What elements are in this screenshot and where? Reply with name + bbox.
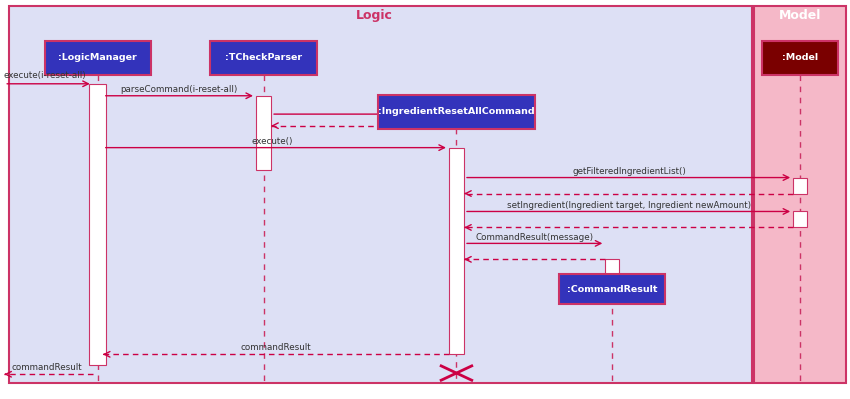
- Bar: [762, 41, 838, 75]
- Text: execute(): execute(): [252, 137, 292, 146]
- Bar: [449, 148, 464, 354]
- Text: :TCheckParser: :TCheckParser: [225, 53, 302, 62]
- Text: commandResult: commandResult: [241, 344, 312, 352]
- Bar: [754, 6, 846, 383]
- Bar: [793, 211, 807, 227]
- Bar: [45, 41, 151, 75]
- Text: Model: Model: [779, 10, 821, 22]
- Text: getFilteredIngredientList(): getFilteredIngredientList(): [572, 167, 686, 176]
- Text: :Model: :Model: [782, 53, 818, 62]
- Text: setIngredient(Ingredient target, Ingredient newAmount): setIngredient(Ingredient target, Ingredi…: [507, 201, 751, 209]
- Bar: [256, 96, 271, 170]
- Bar: [793, 178, 807, 194]
- Bar: [449, 95, 464, 126]
- Bar: [89, 84, 106, 365]
- Text: CommandResult(message): CommandResult(message): [476, 233, 593, 241]
- Text: :IngredientResetAllCommand: :IngredientResetAllCommand: [378, 107, 535, 116]
- Text: :LogicManager: :LogicManager: [59, 53, 137, 62]
- Bar: [605, 259, 619, 275]
- Text: parseCommand(i-reset-all): parseCommand(i-reset-all): [121, 85, 238, 94]
- Bar: [210, 41, 316, 75]
- Text: Logic: Logic: [355, 10, 393, 22]
- Bar: [559, 275, 665, 304]
- Text: :CommandResult: :CommandResult: [567, 285, 657, 294]
- Bar: [8, 6, 752, 383]
- Text: commandResult: commandResult: [11, 363, 82, 372]
- Text: execute(i-reset-all): execute(i-reset-all): [3, 71, 87, 80]
- Bar: [377, 95, 535, 128]
